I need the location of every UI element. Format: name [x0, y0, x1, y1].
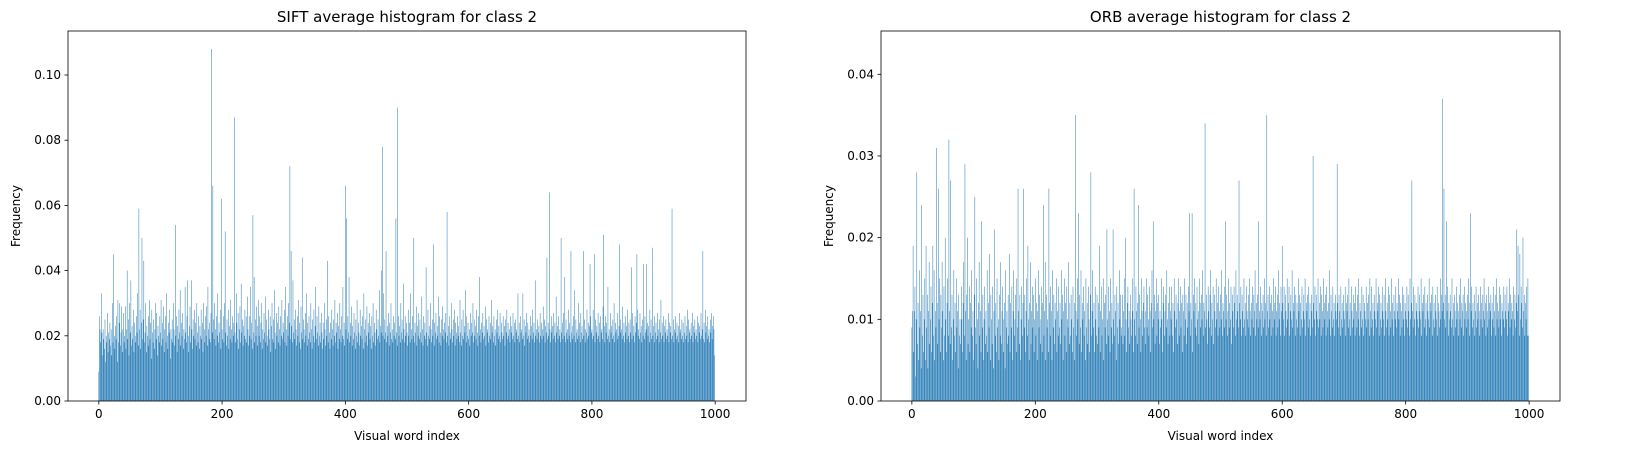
- x-tick-label: 0: [908, 407, 916, 421]
- x-tick-label: 800: [580, 407, 603, 421]
- x-axis-label: Visual word index: [354, 429, 460, 443]
- y-tick-label: 0.04: [847, 67, 874, 81]
- x-tick-label: 400: [1147, 407, 1170, 421]
- y-tick-label: 0.06: [34, 198, 61, 212]
- chart-title: ORB average histogram for class 2: [1090, 8, 1351, 26]
- x-tick-label: 800: [1394, 407, 1417, 421]
- x-tick-label: 200: [211, 407, 234, 421]
- y-tick-label: 0.02: [34, 329, 61, 343]
- y-axis-label: Frequency: [822, 185, 836, 247]
- y-tick-label: 0.01: [847, 312, 874, 326]
- chart-title: SIFT average histogram for class 2: [277, 8, 537, 26]
- x-tick-label: 200: [1024, 407, 1047, 421]
- x-axis-label: Visual word index: [1168, 429, 1274, 443]
- x-tick-label: 1000: [1514, 407, 1545, 421]
- subplot: 0 200 400 600 800 1000 0.00 0.02 0.04 0.06 0.08 0.1…: [9, 8, 747, 443]
- x-tick-label: 600: [1271, 407, 1294, 421]
- y-tick-label: 0.02: [847, 231, 874, 245]
- y-tick-label: 0.00: [34, 394, 61, 408]
- y-axis-label: Frequency: [9, 185, 23, 247]
- subplot: 0 200 400 600 800 1000 0.00 0.01 0.02 0.03 0.04 ORB…: [822, 8, 1561, 443]
- axes-frame: [67, 30, 747, 402]
- y-tick-label: 0.03: [847, 149, 874, 163]
- y-tick-label: 0.04: [34, 264, 61, 278]
- bars: [98, 48, 715, 402]
- x-tick-label: 600: [457, 407, 480, 421]
- x-tick-label: 1000: [700, 407, 731, 421]
- y-tick-label: 0.10: [34, 68, 61, 82]
- y-tick-label: 0.00: [847, 394, 874, 408]
- x-tick-label: 400: [334, 407, 357, 421]
- axes-frame: [880, 30, 1561, 402]
- y-tick-label: 0.08: [34, 133, 61, 147]
- x-tick-label: 0: [95, 407, 103, 421]
- bars: [911, 98, 1529, 402]
